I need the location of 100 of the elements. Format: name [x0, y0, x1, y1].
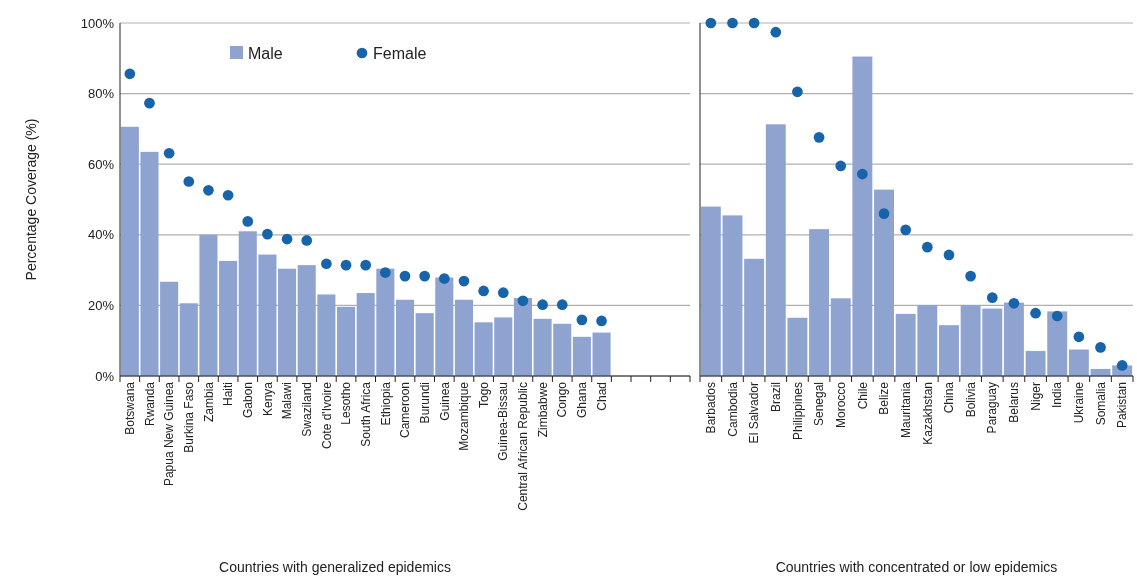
x-tick-label: Kenya — [260, 381, 275, 417]
x-tick-label: Chile — [855, 381, 870, 410]
x-tick-label: Bolivia — [963, 381, 978, 418]
point — [379, 267, 391, 278]
x-tick-label: Brazil — [768, 382, 783, 413]
bar — [219, 260, 238, 376]
point — [262, 228, 273, 240]
point — [281, 233, 293, 245]
point — [517, 295, 529, 307]
point — [705, 17, 717, 29]
legend-label: Female — [373, 44, 427, 62]
x-tick-label: Congo — [555, 381, 570, 418]
x-tick-label: Ukraine — [1072, 381, 1087, 424]
x-axis-title: Countries with concentrated or low epidemics — [775, 559, 1058, 575]
point — [360, 259, 372, 271]
x-tick-label: Pakistan — [1115, 382, 1130, 429]
x-tick-label: Belize — [877, 381, 892, 415]
bar — [278, 268, 297, 376]
bar — [454, 299, 474, 376]
x-tick-label: Chad — [594, 382, 609, 411]
bar — [336, 306, 356, 376]
x-tick-label: Rwanda — [142, 381, 157, 427]
x-tick-label: Barbados — [704, 382, 719, 434]
x-tick-label: Guinea-Bissau — [496, 382, 511, 461]
point — [321, 258, 332, 270]
point — [596, 315, 607, 327]
point — [727, 17, 738, 29]
point — [921, 241, 933, 253]
point — [203, 184, 214, 196]
point — [1008, 297, 1020, 309]
x-tick-label: Morocco — [833, 381, 848, 429]
point — [770, 26, 782, 38]
x-tick-label: Haiti — [221, 382, 236, 407]
point — [183, 176, 195, 187]
y-tick-label: 80% — [87, 86, 115, 102]
bar — [395, 299, 415, 376]
point — [497, 287, 509, 299]
point — [124, 68, 136, 80]
point — [222, 189, 234, 201]
bar — [513, 297, 532, 376]
point — [943, 249, 955, 261]
point — [478, 285, 489, 297]
x-tick-label: Ethiopia — [378, 381, 393, 426]
point — [399, 270, 411, 282]
point — [340, 259, 352, 271]
x-tick-label: Gabon — [240, 382, 255, 419]
point — [438, 273, 450, 284]
x-tick-label: China — [942, 381, 957, 414]
x-tick-label: Somalia — [1093, 381, 1108, 426]
bar — [1068, 349, 1089, 376]
point — [301, 235, 313, 246]
bar — [700, 206, 721, 376]
x-tick-label: Ghana — [575, 381, 590, 419]
bar — [874, 189, 894, 376]
bar — [939, 325, 959, 376]
point — [1051, 310, 1063, 322]
bar — [592, 332, 611, 376]
y-tick-label: 60% — [87, 156, 115, 172]
point — [1116, 360, 1128, 371]
y-tick-label: 20% — [87, 297, 115, 313]
x-tick-label: Kazakhstan — [920, 382, 935, 445]
x-axis-title: Countries with generalized epidemics — [219, 559, 451, 575]
point — [900, 224, 912, 236]
point — [986, 292, 998, 303]
bar — [1003, 302, 1024, 376]
point — [1030, 307, 1041, 319]
bar — [809, 229, 830, 376]
x-tick-label: Paraguay — [985, 382, 1000, 434]
x-tick-label: Swaziland — [299, 382, 314, 437]
x-tick-label: Burundi — [417, 382, 432, 424]
x-tick-label: Zimbabwe — [535, 381, 550, 438]
point — [419, 270, 431, 282]
bar — [744, 258, 765, 376]
x-tick-label: Guinea — [437, 381, 452, 421]
point — [878, 208, 890, 219]
y-tick-label: 40% — [87, 227, 115, 243]
point — [1073, 331, 1085, 343]
point — [537, 299, 548, 311]
x-tick-label: India — [1050, 381, 1065, 409]
point — [1095, 342, 1106, 353]
x-tick-label: Central African Republic — [516, 382, 531, 511]
point — [857, 168, 868, 180]
x-tick-label: Lesotho — [339, 381, 354, 425]
point — [144, 97, 155, 109]
point — [576, 314, 588, 326]
point — [163, 147, 175, 159]
legend-label: Male — [248, 44, 283, 62]
x-tick-label: Mauritania — [898, 381, 913, 439]
x-tick-label: Belarus — [1007, 382, 1022, 423]
x-tick-label: Niger — [1028, 382, 1043, 411]
point — [965, 270, 976, 282]
y-axis-title: Percentage Coverage (%) — [23, 118, 39, 281]
point — [835, 160, 847, 172]
point — [242, 216, 254, 227]
x-tick-label: Papua New Guinea — [162, 381, 177, 487]
bar — [722, 215, 743, 376]
point — [458, 275, 470, 287]
point — [792, 86, 803, 98]
point — [556, 299, 568, 311]
x-tick-label: Senegal — [812, 382, 827, 427]
